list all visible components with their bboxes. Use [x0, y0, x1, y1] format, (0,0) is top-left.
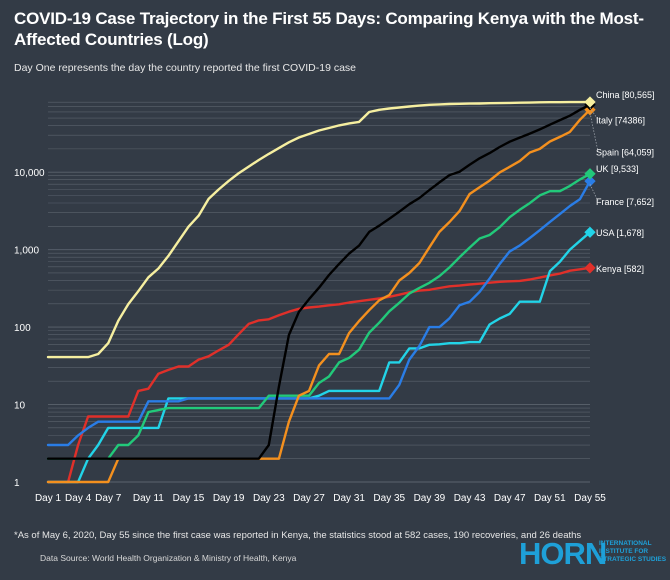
x-tick-label: Day 19 — [213, 493, 245, 504]
series-label-italy: Italy [74386] — [596, 116, 645, 126]
x-tick-label: Day 55 — [574, 493, 606, 504]
x-tick-label: Day 15 — [173, 493, 205, 504]
label-connector — [589, 107, 599, 120]
horn-logo: HORN INTERNATIONAL INSTITUTE FOR STRATEG… — [519, 537, 669, 573]
series-line-italy — [46, 103, 592, 460]
series-line-usa — [46, 231, 592, 484]
series-label-china: China [80,565] — [596, 90, 655, 100]
x-axis-ticks: Day 1 Day 4 Day 7 Day 11 Day 15 Day 19 Day 23 D… — [35, 493, 606, 504]
x-tick-label: Day 1 — [35, 493, 62, 504]
series-line-spain — [46, 108, 592, 484]
series-label-spain: Spain [64,059] — [596, 148, 654, 158]
logo-tagline: INTERNATIONAL INSTITUTE FOR STRATEGIC ST… — [599, 540, 667, 563]
x-tick-label: Day 23 — [253, 493, 285, 504]
label-connector — [589, 112, 599, 152]
series-labels: China [80,565] Italy [74386] Spain [64,059… — [589, 90, 655, 274]
x-tick-label: Day 11 — [133, 493, 164, 504]
series-label-usa: USA [1,678] — [596, 228, 644, 238]
series-end-marker-usa — [584, 226, 596, 238]
grid-lines — [48, 101, 590, 483]
x-tick-label: Day 51 — [534, 493, 566, 504]
chart-subtitle: Day One represents the day the country r… — [14, 62, 356, 74]
x-tick-label: Day 35 — [373, 493, 405, 504]
x-tick-label: Day 7 — [95, 493, 122, 504]
x-tick-label: Day 31 — [333, 493, 365, 504]
series-end-marker-uk — [584, 168, 596, 180]
x-tick-label: Day 39 — [414, 493, 446, 504]
series-lines — [46, 96, 596, 484]
y-tick-label: 1,000 — [14, 246, 39, 257]
data-source: Data Source: World Health Organization &… — [40, 553, 297, 563]
x-tick-label: Day 43 — [454, 493, 486, 504]
logo-word: HORN — [519, 536, 607, 571]
series-label-kenya: Kenya [582] — [596, 264, 644, 274]
series-line-uk — [46, 172, 592, 460]
y-tick-label: 10,000 — [14, 168, 45, 179]
series-end-marker-kenya — [584, 262, 596, 274]
series-line-kenya — [46, 266, 592, 484]
y-tick-label: 1 — [14, 478, 20, 489]
series-label-france: France [7,652] — [596, 197, 654, 207]
y-tick-label: 10 — [14, 401, 26, 412]
series-end-marker-france — [584, 175, 596, 187]
series-label-uk: UK [9,533] — [596, 164, 639, 174]
y-tick-label: 100 — [14, 323, 31, 334]
series-line-china — [46, 100, 592, 359]
series-line-france — [46, 180, 592, 447]
chart-title: COVID-19 Case Trajectory in the First 55… — [14, 9, 644, 49]
y-axis-ticks: 1 10 100 1,000 10,000 — [14, 168, 45, 489]
x-tick-label: Day 47 — [494, 493, 526, 504]
label-connector — [589, 184, 599, 202]
x-tick-label: Day 27 — [293, 493, 325, 504]
x-tick-label: Day 4 — [65, 493, 92, 504]
footnote: *As of May 6, 2020, Day 55 since the fir… — [14, 530, 582, 541]
